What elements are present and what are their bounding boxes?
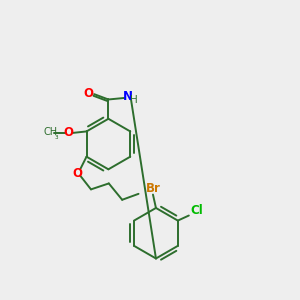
- Text: N: N: [123, 90, 133, 103]
- Text: Cl: Cl: [190, 204, 203, 217]
- Text: CH: CH: [44, 127, 58, 137]
- Text: O: O: [64, 126, 74, 140]
- Text: H: H: [130, 95, 138, 105]
- Text: ₃: ₃: [54, 132, 58, 141]
- Text: O: O: [84, 87, 94, 100]
- Text: Br: Br: [146, 182, 160, 195]
- Text: O: O: [73, 167, 82, 179]
